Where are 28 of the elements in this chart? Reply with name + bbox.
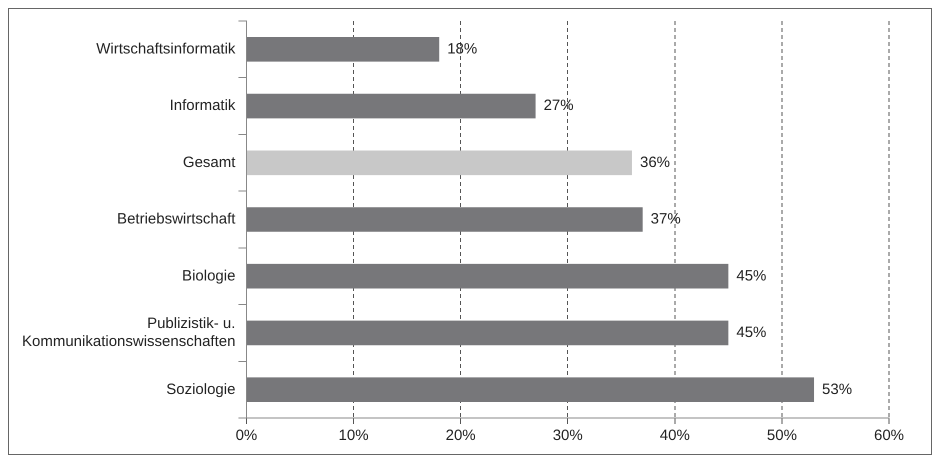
x-tick-label: 50% bbox=[766, 427, 797, 444]
y-tick-label: Biologie bbox=[182, 267, 236, 284]
data-label: 27% bbox=[544, 97, 574, 114]
x-tick-label: 30% bbox=[552, 427, 583, 444]
bar bbox=[246, 207, 643, 232]
bar bbox=[246, 94, 536, 118]
data-label: 37% bbox=[650, 210, 681, 228]
bar bbox=[246, 150, 632, 176]
x-tick-label: 20% bbox=[446, 427, 476, 444]
data-label: 36% bbox=[640, 154, 670, 171]
bar bbox=[246, 320, 728, 346]
x-tick-label: 10% bbox=[338, 427, 369, 444]
x-tick-label: 60% bbox=[874, 427, 904, 444]
y-tick-label: Gesamt bbox=[182, 154, 236, 171]
y-tick-label: Publizistik- u. Kommunikationswissenschaften bbox=[22, 315, 236, 350]
y-tick-label: Informatik bbox=[170, 97, 236, 114]
x-tick-label: 0% bbox=[236, 427, 258, 444]
y-tick-label: Betriebswirtschaft bbox=[117, 210, 236, 228]
y-tick-label: Wirtschaftsinformatik bbox=[96, 40, 236, 58]
data-label: 18% bbox=[447, 40, 478, 58]
x-tick-label: 40% bbox=[660, 427, 690, 444]
data-label: 45% bbox=[736, 324, 766, 342]
bar bbox=[246, 37, 440, 62]
data-label: 53% bbox=[822, 380, 852, 398]
bar bbox=[246, 264, 728, 289]
y-tick-label: Soziologie bbox=[166, 380, 236, 398]
bar bbox=[246, 377, 814, 402]
data-label: 45% bbox=[736, 267, 766, 284]
